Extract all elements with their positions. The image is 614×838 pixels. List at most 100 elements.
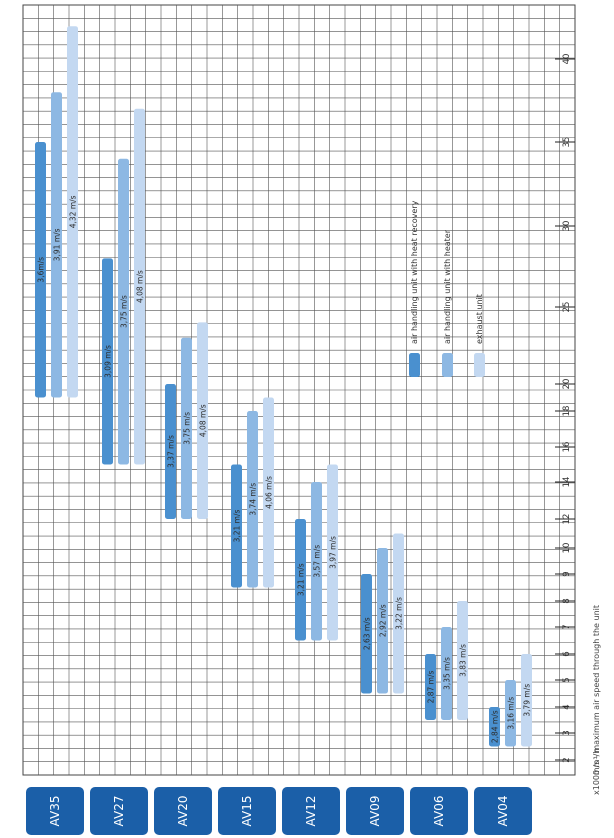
- category-label: AV04: [496, 796, 510, 827]
- category-label: AV35: [48, 796, 62, 827]
- bar-av06-1: 3,35 m/s: [441, 627, 452, 720]
- bar-av20-1: 3,75 m/s: [181, 337, 192, 519]
- tick-label: 30: [562, 221, 572, 232]
- bar: [489, 707, 500, 747]
- bar-av06-2: 3,83 m/s: [457, 601, 468, 720]
- legend-label: air handling unit with heat recovery: [410, 200, 419, 344]
- legend-item-2: exhaust unit: [474, 294, 485, 377]
- legend-label: air handling unit with heater: [443, 229, 452, 344]
- bar-av06-0: 2,87 m/s: [425, 654, 436, 720]
- tick-label: 8: [562, 598, 572, 603]
- category-button-av09[interactable]: AV09: [346, 787, 404, 835]
- bar-av15-1: 3,74 m/s: [247, 411, 258, 588]
- category-label: AV20: [176, 796, 190, 827]
- tick-label: 18: [562, 406, 572, 417]
- legend-swatch: [409, 353, 420, 377]
- tick-label: 40: [562, 54, 572, 65]
- category-button-bg: [154, 787, 212, 835]
- tick-label: 25: [562, 302, 572, 313]
- bar-av35-2: 4,32 m/s: [67, 26, 78, 398]
- category-buttons: AV35 AV27 AV20 AV15 AV12 AV09 AV06 AV04: [26, 787, 532, 835]
- tick-label: 3: [562, 730, 572, 735]
- bar: [35, 142, 46, 398]
- bar: [521, 654, 532, 747]
- bar-label: 4,06 m/s: [265, 476, 274, 509]
- category-button-bg: [474, 787, 532, 835]
- bar-label: 3,75 m/s: [183, 412, 192, 445]
- bar: [51, 92, 62, 398]
- bar: [295, 519, 306, 641]
- bar-label: 3,09 m/s: [104, 345, 113, 378]
- bar: [377, 548, 388, 694]
- tick-label: 12: [562, 514, 572, 525]
- bar: [425, 654, 436, 720]
- bar-label: 3,21 m/s: [233, 509, 242, 542]
- axis-ticks: 2 3 4 5 6 7 8 9 10 12 14 16 18 20 25 30 35 40: [562, 54, 572, 763]
- tick-label: 16: [562, 442, 572, 453]
- category-button-av27[interactable]: AV27: [90, 787, 148, 835]
- bar: [311, 482, 322, 641]
- category-button-bg: [282, 787, 340, 835]
- bar-av09-2: 3,22 m/s: [393, 533, 404, 694]
- bar-label: 2,63 m/s: [363, 617, 372, 650]
- category-button-av20[interactable]: AV20: [154, 787, 212, 835]
- bar-label: 3,35 m/s: [443, 657, 452, 690]
- legend-item-0: air handling unit with heat recovery: [409, 200, 420, 377]
- bars: 3,6m/s 3,91 m/s 4,32 m/s 3,09 m/s 3,75 m/s 4,…: [35, 26, 532, 747]
- category-button-bg: [90, 787, 148, 835]
- bar-label: 3,6m/s: [37, 257, 46, 283]
- bar: [393, 533, 404, 694]
- bar-label: 3,83 m/s: [459, 644, 468, 677]
- bar-label: 3,97 m/s: [329, 536, 338, 569]
- legend-swatch: [442, 353, 453, 377]
- bar-av27-1: 3,75 m/s: [118, 158, 129, 465]
- tick-label: 20: [562, 379, 572, 390]
- tick-label: 9: [562, 571, 572, 576]
- bar-av04-1: 3,16 m/s: [505, 680, 516, 747]
- bar: [197, 322, 208, 519]
- bar-label: 3,91 m/s: [53, 228, 62, 261]
- legend: air handling unit with heat recovery air …: [409, 200, 485, 377]
- category-button-bg: [26, 787, 84, 835]
- bar-label: 3,74 m/s: [249, 483, 258, 516]
- category-button-av15[interactable]: AV15: [218, 787, 276, 835]
- bar-label: 3,21 m/s: [297, 563, 306, 596]
- bar-av12-2: 3,97 m/s: [327, 464, 338, 641]
- legend-swatch: [474, 353, 485, 377]
- category-button-av12[interactable]: AV12: [282, 787, 340, 835]
- category-button-av06[interactable]: AV06: [410, 787, 468, 835]
- bar-av27-2: 4,08 m/s: [134, 108, 145, 465]
- category-button-av04[interactable]: AV04: [474, 787, 532, 835]
- bar: [361, 574, 372, 694]
- bar: [247, 411, 258, 588]
- grid: [22, 4, 576, 776]
- bar-label: 3,37 m/s: [167, 435, 176, 468]
- bar-av20-0: 3,37 m/s: [165, 384, 176, 519]
- bar-av04-2: 3,79 m/s: [521, 654, 532, 747]
- category-label: AV06: [432, 796, 446, 827]
- bar-label: 4,32 m/s: [69, 195, 78, 228]
- category-label: AV27: [112, 796, 126, 827]
- bar-av12-0: 3,21 m/s: [295, 519, 306, 641]
- bar: [67, 26, 78, 398]
- bar: [134, 108, 145, 465]
- bar: [165, 384, 176, 519]
- bar-label: 3,22 m/s: [395, 597, 404, 630]
- bar-label: 2,87 m/s: [427, 670, 436, 703]
- bar: [457, 601, 468, 720]
- tick-label: 5: [562, 677, 572, 682]
- bar-label: 3,79 m/s: [523, 684, 532, 717]
- bar: [181, 337, 192, 519]
- legend-item-1: air handling unit with heater: [442, 229, 453, 377]
- bar-av35-1: 3,91 m/s: [51, 92, 62, 398]
- category-button-bg: [410, 787, 468, 835]
- bar-label: 4,08 m/s: [136, 270, 145, 303]
- bar: [505, 680, 516, 747]
- bar-label: 3,16 m/s: [507, 697, 516, 730]
- category-label: AV12: [304, 796, 318, 827]
- bar-av12-1: 3,57 m/s: [311, 482, 322, 641]
- category-button-av35[interactable]: AV35: [26, 787, 84, 835]
- bar-label: 3,75 m/s: [120, 295, 129, 328]
- category-label: AV15: [240, 796, 254, 827]
